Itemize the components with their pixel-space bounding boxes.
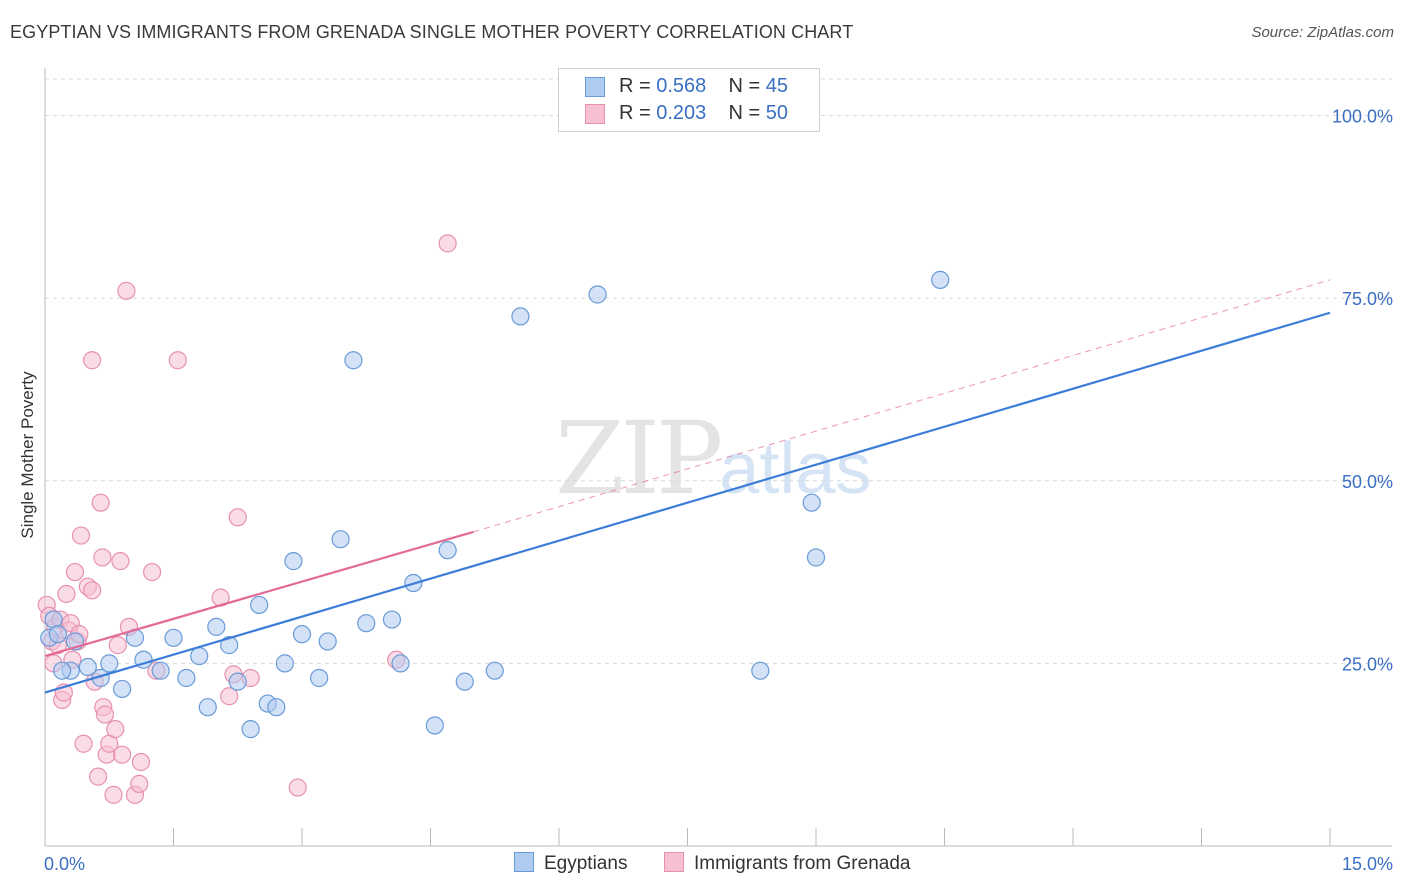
legend-swatch-grenada xyxy=(585,104,605,124)
bottom-legend-swatch-egyptians xyxy=(514,852,534,872)
watermark: ZIPatlas xyxy=(555,400,871,517)
egyptians-point xyxy=(78,657,97,677)
egyptians-point xyxy=(318,632,337,651)
egyptians-point xyxy=(275,654,294,673)
egyptians-point xyxy=(53,661,72,680)
legend-swatch-egyptians xyxy=(585,77,605,97)
egyptians-point xyxy=(588,285,607,304)
egyptians-point xyxy=(331,530,350,549)
egyptians-point xyxy=(267,698,286,717)
egyptians-point xyxy=(751,661,770,680)
grenada-point xyxy=(71,526,91,545)
egyptians-point xyxy=(802,493,821,512)
egyptians-point xyxy=(151,661,170,680)
n-label: N = xyxy=(728,102,761,124)
bottom-legend-label-egyptians: Egyptians xyxy=(544,853,628,874)
chart-title: EGYPTIAN VS IMMIGRANTS FROM GRENADA SING… xyxy=(10,22,854,42)
correlation-legend: R = 0.568 N = 45 R = 0.203 N = 50 xyxy=(558,68,820,132)
egyptians-point xyxy=(382,610,402,629)
bottom-legend-swatch-grenada xyxy=(664,852,684,872)
egyptians-point xyxy=(344,351,363,370)
egyptians-trendline xyxy=(44,311,1331,694)
bottom-legend-egyptians: Egyptians xyxy=(514,852,627,875)
grenada-point xyxy=(131,752,151,772)
egyptians-point xyxy=(164,628,183,647)
grenada-point xyxy=(111,552,130,571)
egyptians-point xyxy=(250,595,269,615)
bottom-legend-grenada: Immigrants from Grenada xyxy=(664,852,910,875)
grenada-point xyxy=(91,493,110,512)
egyptians-point xyxy=(485,661,504,680)
watermark-zip: ZIP xyxy=(555,400,723,517)
egyptians-point xyxy=(931,270,950,289)
egyptians-point xyxy=(438,541,457,560)
source-label: Source: ZipAtlas.com xyxy=(1251,24,1394,41)
grenada-point xyxy=(130,774,149,794)
grenada-point xyxy=(89,767,108,786)
legend-text-grenada: R = 0.203 N = 50 xyxy=(619,102,788,125)
y-tick-label: 50.0% xyxy=(1342,472,1393,492)
grenada-point xyxy=(83,351,102,370)
n-label: N = xyxy=(728,75,761,97)
grenada-point xyxy=(288,778,307,797)
egyptians-point xyxy=(100,654,119,673)
grenada-point xyxy=(108,636,127,655)
egyptians-point xyxy=(48,625,67,644)
grenada-trendline xyxy=(44,530,474,658)
egyptians-point xyxy=(455,672,474,691)
r-value-egyptians: 0.568 xyxy=(656,75,707,97)
egyptians-point xyxy=(425,716,444,735)
grenada-point xyxy=(104,785,123,804)
grenada-point xyxy=(112,745,132,764)
grenada-point xyxy=(168,351,187,370)
x-tick-label: 0.0% xyxy=(44,854,85,874)
egyptians-point xyxy=(806,548,826,567)
egyptians-point xyxy=(391,654,410,673)
grenada-point xyxy=(438,234,457,253)
grenada-point xyxy=(95,705,115,724)
watermark-atlas: atlas xyxy=(719,429,872,509)
grenada-trendline-extended xyxy=(473,279,1331,533)
egyptians-point xyxy=(228,672,247,691)
egyptians-point xyxy=(207,617,226,636)
grenada-point xyxy=(220,687,239,706)
legend-text-egyptians: R = 0.568 N = 45 xyxy=(619,75,788,98)
r-value-grenada: 0.203 xyxy=(656,102,707,124)
grenada-point xyxy=(83,581,102,600)
egyptians-point xyxy=(112,679,132,699)
y-axis-label: Single Mother Poverty xyxy=(18,371,37,539)
egyptians-point xyxy=(241,720,260,739)
egyptians-point xyxy=(310,668,329,688)
bottom-legend-label-grenada: Immigrants from Grenada xyxy=(694,853,911,874)
egyptians-point xyxy=(357,614,376,633)
n-value-grenada: 50 xyxy=(765,102,789,124)
r-label: R = xyxy=(619,102,651,124)
egyptians-point xyxy=(292,625,312,644)
y-tick-label: 75.0% xyxy=(1342,289,1393,309)
grenada-point xyxy=(106,720,125,739)
egyptians-point xyxy=(177,668,196,688)
y-tick-label: 100.0% xyxy=(1332,107,1393,127)
egyptians-point xyxy=(284,552,303,571)
egyptians-point xyxy=(198,698,217,717)
grenada-point xyxy=(117,281,136,300)
grenada-point xyxy=(228,508,247,527)
egyptians-point xyxy=(220,636,239,655)
n-value-egyptians: 45 xyxy=(765,75,789,97)
grenada-point xyxy=(57,584,76,604)
egyptians-point xyxy=(511,307,530,326)
r-label: R = xyxy=(619,75,651,97)
y-tick-label: 25.0% xyxy=(1342,654,1393,674)
grenada-point xyxy=(74,734,93,753)
grenada-point xyxy=(93,548,112,567)
x-tick-label: 15.0% xyxy=(1342,854,1393,874)
egyptians-point xyxy=(190,646,209,666)
grenada-point xyxy=(65,562,85,582)
grenada-point xyxy=(142,562,162,582)
